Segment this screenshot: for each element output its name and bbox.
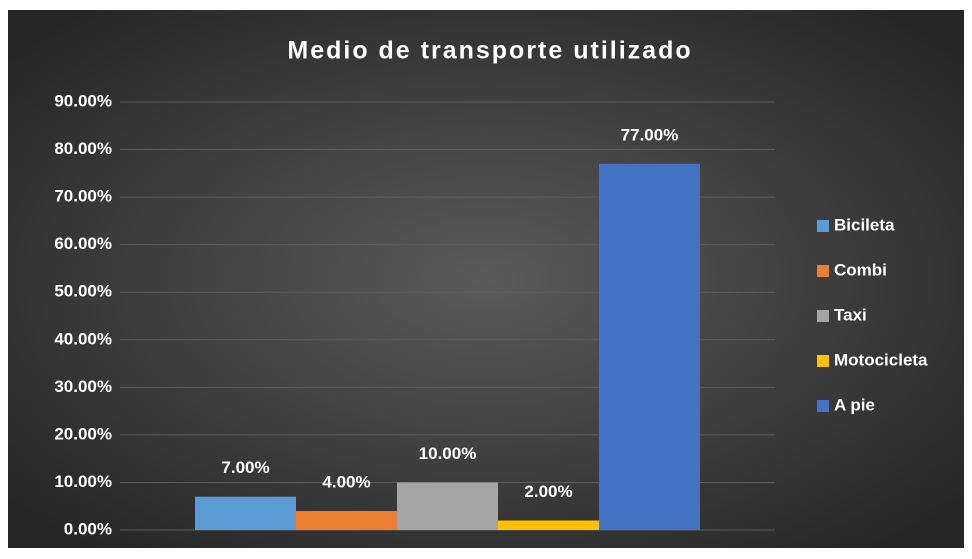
bar	[397, 482, 498, 530]
legend-label: Bicileta	[834, 215, 895, 234]
chart-title: Medio de transporte utilizado	[287, 37, 692, 65]
legend-label: Combi	[834, 260, 887, 279]
bar	[296, 510, 397, 530]
y-tick-label: 30.00%	[54, 377, 112, 396]
y-tick-label: 70.00%	[54, 187, 112, 206]
y-tick-label: 20.00%	[54, 424, 112, 443]
bar	[599, 163, 700, 531]
y-tick-label: 60.00%	[54, 234, 112, 253]
data-label: 10.00%	[419, 444, 477, 463]
data-label: 77.00%	[621, 125, 679, 144]
chart-background	[8, 10, 964, 548]
legend-label: Taxi	[834, 305, 867, 324]
y-tick-label: 90.00%	[54, 91, 112, 110]
legend-label: Motocicleta	[834, 350, 928, 369]
bar	[498, 520, 599, 530]
legend-swatch	[817, 220, 829, 232]
data-label: 4.00%	[322, 472, 370, 491]
legend-swatch	[817, 265, 829, 277]
data-label: 7.00%	[221, 458, 269, 477]
y-tick-label: 80.00%	[54, 139, 112, 158]
y-tick-label: 40.00%	[54, 329, 112, 348]
bar	[195, 496, 296, 530]
y-tick-label: 10.00%	[54, 472, 112, 491]
legend-swatch	[817, 310, 829, 322]
legend-label: A pie	[834, 395, 875, 414]
data-label: 2.00%	[524, 482, 572, 501]
legend-swatch	[817, 400, 829, 412]
y-tick-label: 50.00%	[54, 282, 112, 301]
y-tick-label: 0.00%	[64, 519, 112, 538]
legend-swatch	[817, 355, 829, 367]
